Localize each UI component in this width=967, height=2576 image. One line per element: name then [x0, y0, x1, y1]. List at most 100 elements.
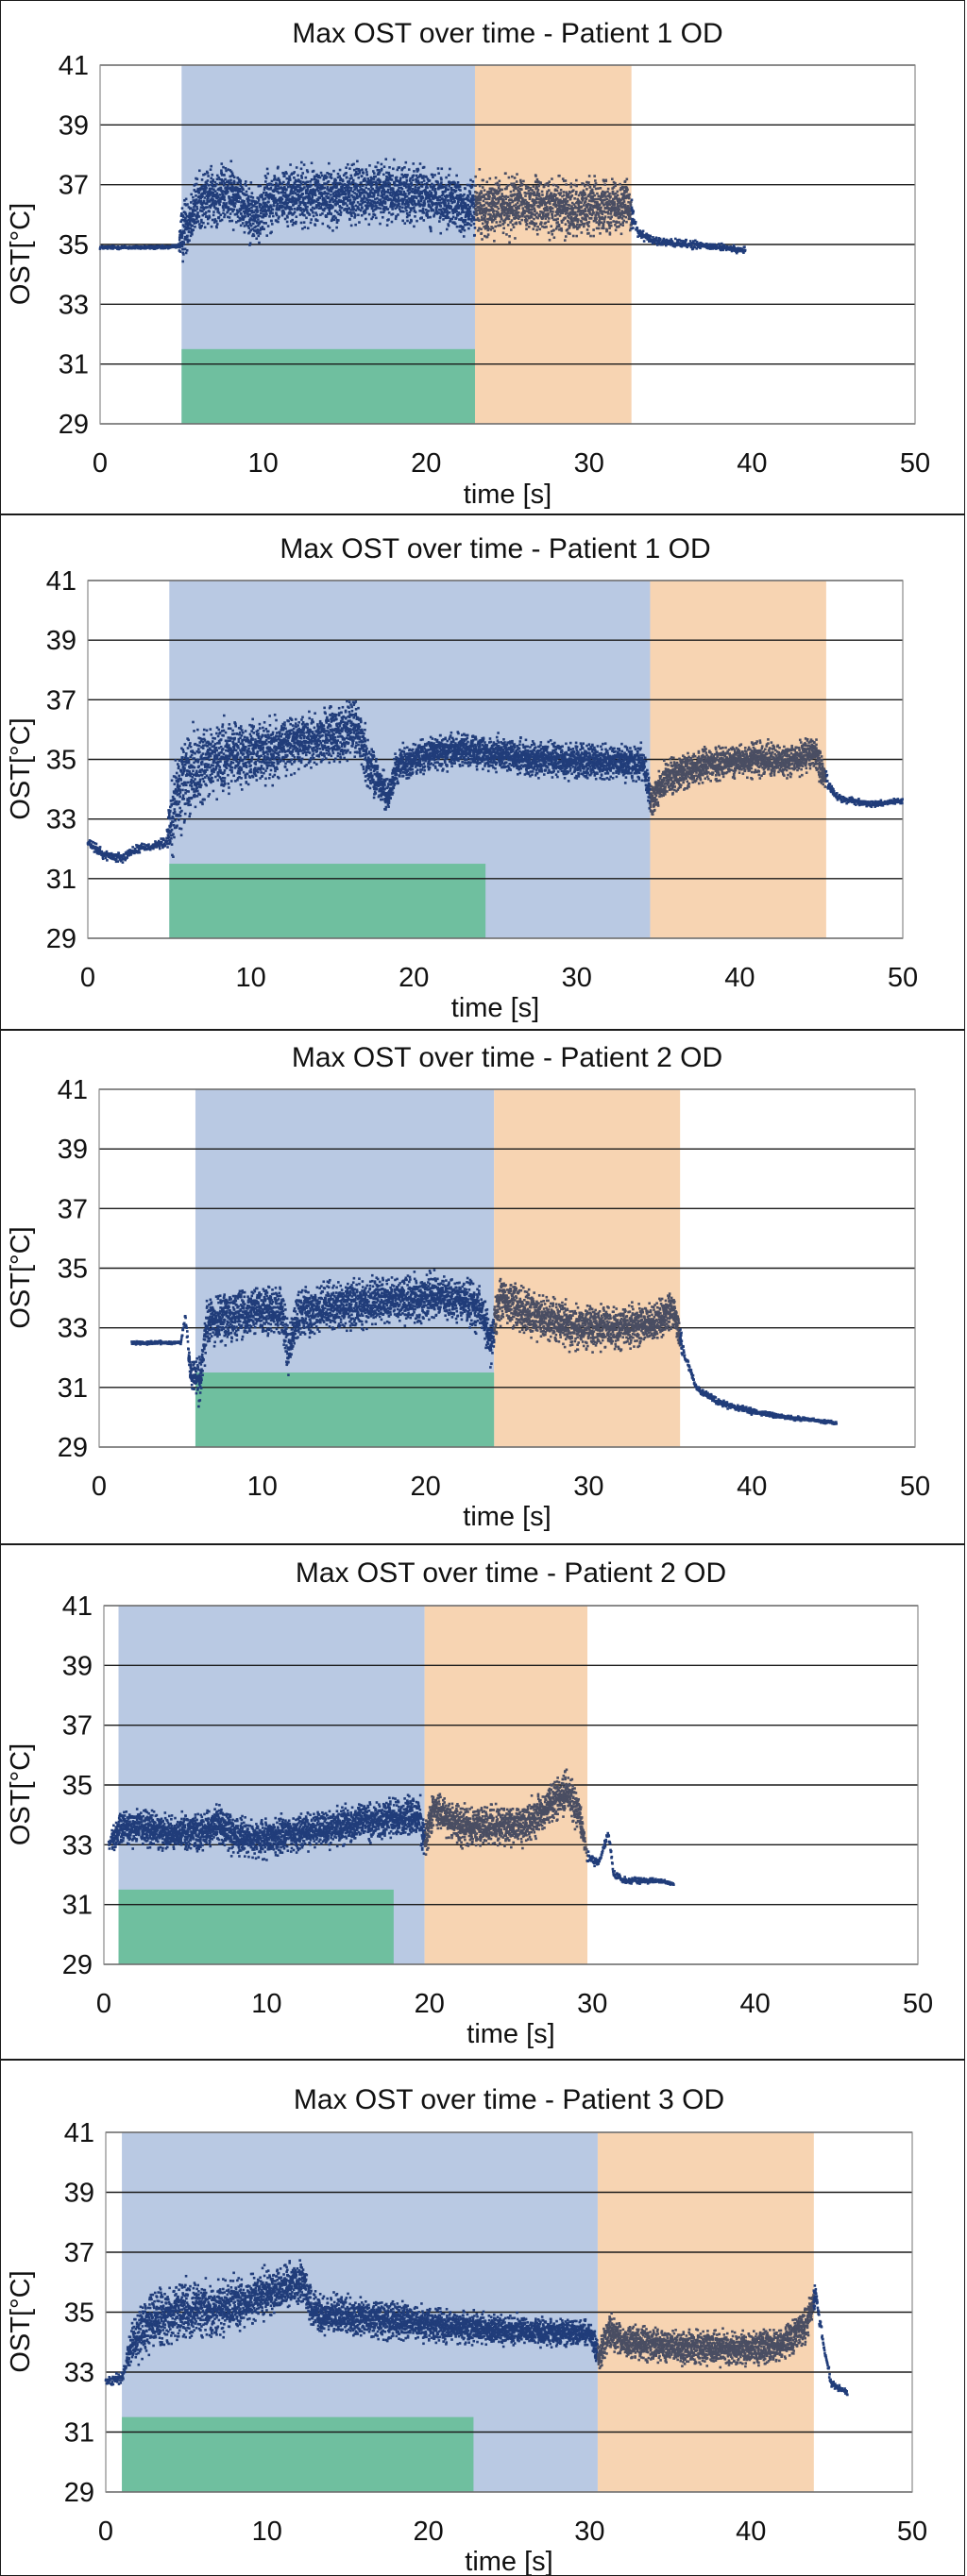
- data-point: [713, 243, 716, 246]
- data-point: [479, 203, 483, 207]
- data-point: [291, 218, 294, 222]
- data-point: [257, 234, 261, 238]
- data-point: [568, 226, 571, 229]
- data-point: [370, 217, 373, 221]
- data-point: [491, 199, 494, 202]
- data-point: [255, 237, 258, 241]
- y-tick-label: 37: [59, 171, 89, 201]
- data-point: [688, 240, 692, 243]
- data-point: [256, 201, 260, 204]
- data-point: [388, 182, 392, 185]
- data-point: [502, 227, 505, 230]
- data-point: [123, 854, 126, 857]
- data-point: [290, 190, 293, 194]
- data-point: [695, 241, 699, 244]
- data-point: [467, 209, 471, 212]
- data-point: [563, 210, 567, 213]
- data-point: [551, 210, 554, 213]
- data-point: [258, 202, 262, 206]
- data-point: [251, 234, 254, 238]
- data-point: [241, 192, 245, 195]
- data-point: [389, 197, 392, 201]
- data-point: [549, 210, 552, 213]
- data-point: [490, 220, 494, 224]
- data-point: [98, 848, 102, 851]
- data-point: [192, 199, 195, 202]
- data-point: [93, 850, 96, 853]
- data-point: [513, 204, 516, 208]
- data-point: [559, 192, 563, 194]
- data-point: [622, 186, 626, 189]
- data-point: [184, 227, 187, 231]
- data-point: [376, 168, 380, 172]
- data-point: [420, 185, 424, 188]
- data-point: [514, 206, 517, 210]
- data-point: [286, 215, 289, 219]
- data-point: [382, 201, 384, 204]
- data-point: [278, 187, 281, 190]
- data-point: [573, 183, 576, 187]
- data-point: [282, 203, 286, 206]
- data-point: [511, 199, 515, 203]
- data-point: [337, 219, 340, 222]
- data-point: [396, 184, 399, 187]
- data-point: [375, 183, 379, 187]
- data-point: [553, 188, 557, 192]
- data-point: [262, 215, 264, 219]
- data-point: [263, 186, 266, 190]
- data-point: [133, 847, 137, 850]
- data-point: [388, 184, 391, 188]
- data-point: [415, 174, 418, 177]
- data-point: [412, 191, 416, 194]
- data-point: [413, 225, 416, 228]
- data-point: [520, 188, 523, 191]
- data-point: [299, 206, 302, 210]
- data-point: [331, 217, 334, 220]
- data-point: [321, 184, 324, 188]
- data-point: [438, 198, 442, 202]
- data-point: [330, 194, 332, 196]
- data-point: [486, 217, 489, 221]
- data-point: [293, 177, 296, 179]
- data-point: [258, 222, 261, 226]
- data-point: [280, 196, 283, 199]
- data-point: [305, 184, 309, 188]
- data-point: [416, 168, 420, 172]
- data-point: [349, 211, 353, 215]
- data-point: [546, 215, 549, 218]
- data-point: [416, 192, 419, 194]
- data-point: [544, 221, 548, 225]
- data-point: [543, 200, 546, 204]
- data-point: [718, 244, 721, 248]
- data-point: [341, 189, 345, 193]
- data-point: [535, 191, 539, 194]
- data-point: [215, 223, 219, 226]
- data-point: [571, 219, 574, 223]
- data-point: [333, 181, 336, 184]
- y-tick-label: 31: [59, 350, 89, 380]
- data-point: [510, 219, 514, 222]
- data-point: [497, 199, 500, 203]
- data-point: [372, 180, 375, 184]
- data-point: [426, 186, 429, 190]
- data-point: [277, 184, 280, 188]
- data-point: [478, 168, 482, 171]
- data-point: [535, 232, 539, 236]
- data-point: [356, 196, 359, 200]
- data-point: [395, 194, 399, 197]
- data-point: [181, 214, 184, 217]
- data-point: [459, 218, 463, 222]
- data-point: [603, 183, 607, 186]
- data-point: [510, 211, 513, 215]
- data-point: [271, 208, 275, 211]
- data-point: [365, 171, 368, 174]
- data-point: [304, 202, 307, 205]
- data-point: [349, 174, 353, 177]
- data-point: [220, 172, 224, 175]
- data-point: [595, 211, 599, 214]
- data-point: [184, 204, 188, 207]
- data-point: [420, 194, 424, 198]
- data-point: [275, 220, 279, 223]
- data-point: [186, 234, 189, 238]
- data-point: [392, 202, 395, 206]
